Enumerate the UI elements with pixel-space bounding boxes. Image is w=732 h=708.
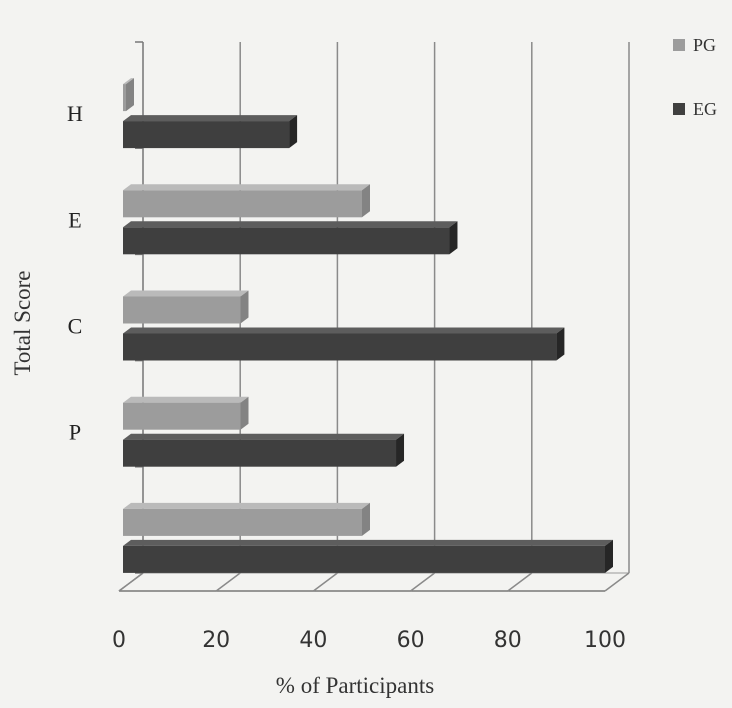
bar-end-face — [362, 184, 370, 218]
bar-eg-unlabeled — [123, 539, 613, 573]
bar-top-face — [123, 539, 613, 546]
x-tick-label: 60 — [397, 628, 425, 653]
y-tick-label: H — [67, 101, 83, 126]
bar-top-face — [123, 327, 565, 334]
legend-label-eg: EG — [693, 99, 717, 119]
gridline-floor — [312, 572, 338, 592]
bar-eg-e — [123, 221, 458, 255]
bar-top-face — [123, 115, 298, 122]
x-tick-label: 80 — [494, 628, 522, 653]
y-axis-title: Total Score — [10, 270, 35, 375]
bar-front-face — [123, 190, 362, 218]
x-tick-label: 40 — [299, 628, 327, 653]
legend-label-pg: PG — [693, 35, 716, 55]
category-layer: P C E H — [67, 101, 83, 445]
legend: PG EG — [673, 35, 717, 119]
legend-swatch-eg — [673, 103, 685, 115]
y-tick-label: E — [68, 207, 81, 232]
bar-top-face — [123, 433, 405, 440]
y-tick-label: C — [68, 314, 83, 339]
legend-swatch-pg — [673, 39, 685, 51]
bar-top-face — [123, 184, 370, 191]
bar-front-face — [123, 333, 557, 361]
bar-eg-p — [123, 433, 405, 467]
bar-top-face — [123, 290, 249, 297]
x-tick-label: 100 — [584, 628, 626, 653]
y-tick-label: P — [69, 420, 81, 445]
bar-front-face — [123, 545, 605, 573]
x-tick-label: 0 — [112, 628, 126, 653]
bar-front-face — [123, 296, 241, 324]
grid-layer — [118, 41, 630, 592]
bar-front-face — [123, 121, 290, 149]
bar-front-face — [123, 439, 397, 467]
bar-eg-h — [123, 115, 298, 149]
bar-end-face — [396, 433, 405, 467]
gridline-floor — [604, 572, 630, 592]
bar-end-face — [605, 539, 613, 573]
bar-end-face — [556, 327, 565, 361]
x-axis-title: % of Participants — [276, 673, 434, 698]
bar-end-face — [240, 396, 249, 430]
bar-end-face — [126, 78, 134, 112]
tick-layer: 0 20 40 60 80 100 — [112, 628, 626, 653]
bar-end-face — [449, 221, 458, 255]
gridline-floor — [118, 572, 144, 592]
bar-front-face — [123, 84, 126, 112]
bar-top-face — [123, 221, 458, 228]
bar-front-face — [123, 508, 362, 536]
bar-pg-e — [123, 184, 370, 218]
bar-top-face — [123, 78, 134, 85]
x-tick-label: 20 — [202, 628, 230, 653]
bar-layer — [123, 78, 613, 573]
bar-front-face — [123, 227, 450, 255]
bar-pg-p — [123, 396, 249, 430]
gridline-floor — [507, 572, 533, 592]
gridline-floor — [215, 572, 241, 592]
bar-end-face — [362, 502, 370, 536]
bar-pg-h — [123, 78, 134, 112]
bar-top-face — [123, 502, 370, 509]
bar-eg-c — [123, 327, 565, 361]
bar-front-face — [123, 402, 241, 430]
bar-pg-unlabeled — [123, 502, 370, 536]
bar-end-face — [240, 290, 249, 324]
bar-top-face — [123, 396, 249, 403]
bar-end-face — [289, 115, 298, 149]
gridline-floor — [410, 572, 436, 592]
bar-pg-c — [123, 290, 249, 324]
